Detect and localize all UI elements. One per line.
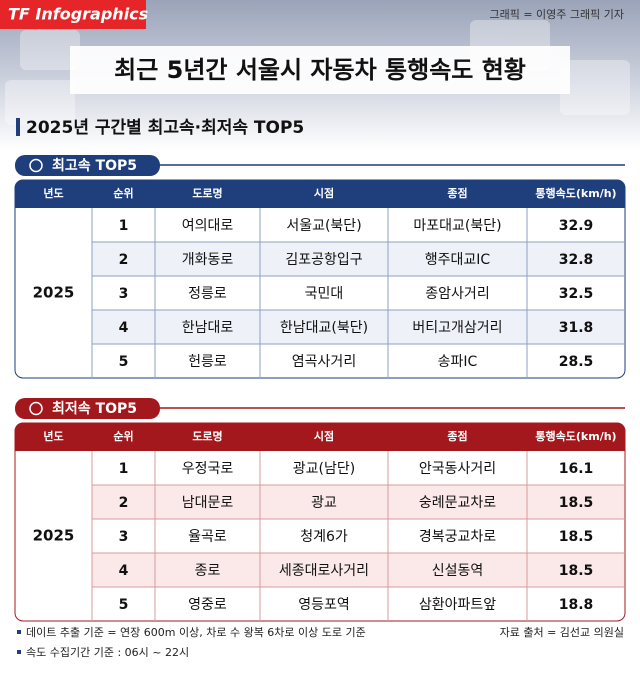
row-bg xyxy=(92,310,624,344)
cell: 16.1 xyxy=(559,461,594,477)
cell: 신설동역 xyxy=(432,563,484,579)
cell: 18.5 xyxy=(559,563,594,579)
cell: 31.8 xyxy=(559,320,594,336)
footer-note: 데이트 추출 기준 = 연장 600m 이상, 차로 수 왕복 6차로 이상 도… xyxy=(26,626,366,639)
cell: 삼환아파트앞 xyxy=(419,597,496,613)
column-header: 통행속도(km/h) xyxy=(535,186,616,200)
cell: 한남대로 xyxy=(182,320,234,336)
cell: 3 xyxy=(119,286,129,302)
cell: 헌릉로 xyxy=(188,354,227,370)
table-border xyxy=(14,422,626,622)
table-header xyxy=(15,190,625,208)
cell: 2 xyxy=(119,252,129,268)
cell: 영등포역 xyxy=(298,597,350,613)
bullet xyxy=(17,650,21,654)
column-header: 순위 xyxy=(113,187,133,200)
section-tab xyxy=(15,155,160,176)
cell: 4 xyxy=(119,563,129,579)
cell: 서울교(북단) xyxy=(286,218,361,234)
cell: 우정국로 xyxy=(182,461,234,477)
section-label: 최고속 TOP5 xyxy=(52,158,137,174)
section-icon xyxy=(29,158,43,173)
cell: 28.5 xyxy=(559,354,594,370)
source: 자료 출처 = 김선교 의원실 xyxy=(500,626,624,639)
column-header: 도로명 xyxy=(192,429,222,443)
column-header: 년도 xyxy=(43,429,63,443)
cell: 32.5 xyxy=(559,286,594,302)
row-bg xyxy=(92,242,624,276)
cell: 4 xyxy=(119,320,129,336)
section-tab xyxy=(15,398,160,419)
subtitle-marker xyxy=(16,118,20,136)
cell: 행주대교IC xyxy=(425,252,491,268)
cell: 한남대교(북단) xyxy=(280,320,368,336)
cell: 김포공항입구 xyxy=(285,252,362,268)
cell: 32.8 xyxy=(559,252,594,268)
title: 최근 5년간 서울시 자동차 통행속도 현황 xyxy=(114,56,526,84)
column-header: 종점 xyxy=(447,186,467,200)
cell: 영중로 xyxy=(188,597,227,613)
table-border xyxy=(14,179,626,379)
subtitle: 2025년 구간별 최고속·최저속 TOP5 xyxy=(26,118,304,138)
cell: 율곡로 xyxy=(188,529,227,545)
cell: 종로 xyxy=(195,563,221,579)
row-bg xyxy=(92,485,624,519)
cell: 경복궁교차로 xyxy=(419,529,496,545)
cell: 2 xyxy=(119,495,129,511)
cell: 청계6가 xyxy=(300,529,348,545)
column-header: 시점 xyxy=(314,186,334,200)
cell: 개화동로 xyxy=(182,252,234,268)
cell: 안국동사거리 xyxy=(419,461,496,477)
cell: 여의대로 xyxy=(182,218,234,234)
cell: 18.5 xyxy=(559,529,594,545)
cell: 1 xyxy=(119,218,129,234)
cell: 광교 xyxy=(311,495,337,511)
column-header: 년도 xyxy=(43,186,63,200)
section-icon xyxy=(29,401,43,416)
cell: 염곡사거리 xyxy=(292,354,356,370)
column-header: 도로명 xyxy=(192,186,222,200)
cell: 1 xyxy=(119,461,129,477)
column-header: 순위 xyxy=(113,430,133,443)
cell: 3 xyxy=(119,529,129,545)
bullet xyxy=(17,630,21,634)
title-box xyxy=(70,46,570,94)
badge: TF Infographics xyxy=(8,5,148,24)
footer-note: 속도 수집기간 기준 : 06시 ~ 22시 xyxy=(26,646,189,659)
table-header xyxy=(15,433,625,451)
badge-bg xyxy=(0,0,146,29)
year-cell: 2025 xyxy=(33,284,75,302)
cell: 송파IC xyxy=(438,354,478,370)
cell: 버티고개삼거리 xyxy=(412,320,502,336)
cell: 32.9 xyxy=(559,218,594,234)
cell: 광교(남단) xyxy=(293,461,355,477)
cell: 18.8 xyxy=(559,597,594,613)
cell: 정릉로 xyxy=(188,286,227,302)
column-header: 종점 xyxy=(447,429,467,443)
year-cell: 2025 xyxy=(33,527,75,545)
cell: 국민대 xyxy=(305,286,344,302)
cell: 18.5 xyxy=(559,495,594,511)
column-header: 통행속도(km/h) xyxy=(535,429,616,443)
credit: 그래픽 = 이영주 그래픽 기자 xyxy=(489,8,624,21)
row-bg xyxy=(92,553,624,587)
cell: 마포대교(북단) xyxy=(413,218,501,234)
cell: 종암사거리 xyxy=(425,286,489,302)
column-header: 시점 xyxy=(314,429,334,443)
cell: 5 xyxy=(119,354,129,370)
cell: 숭례문교차로 xyxy=(419,495,496,511)
cell: 5 xyxy=(119,597,129,613)
cell: 세종대로사거리 xyxy=(279,563,369,579)
section-label: 최저속 TOP5 xyxy=(52,401,137,417)
cell: 남대문로 xyxy=(182,495,234,511)
